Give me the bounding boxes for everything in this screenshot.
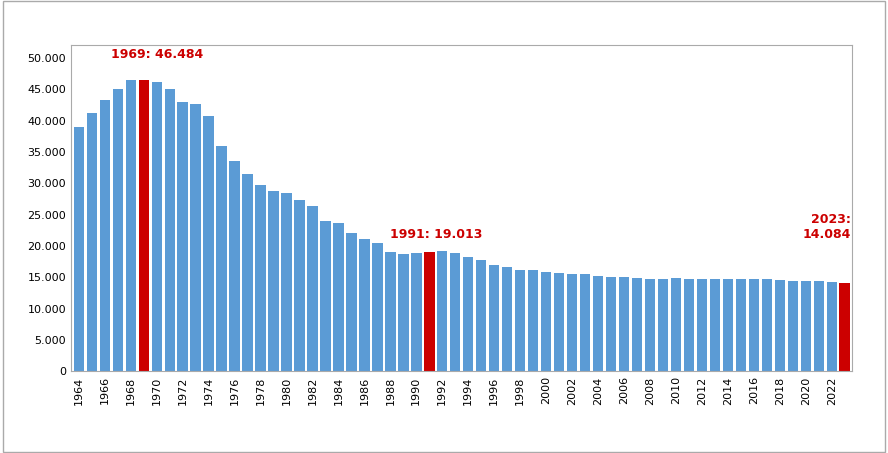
Bar: [294, 200, 305, 371]
Bar: [450, 253, 461, 371]
Bar: [125, 81, 136, 371]
Bar: [242, 174, 253, 371]
Bar: [593, 276, 603, 371]
Bar: [360, 239, 369, 371]
Bar: [645, 279, 655, 371]
Bar: [424, 252, 434, 371]
Bar: [256, 184, 266, 371]
Bar: [528, 270, 538, 371]
Bar: [139, 80, 149, 371]
Bar: [710, 279, 720, 371]
Bar: [489, 265, 499, 371]
Bar: [217, 146, 226, 371]
Bar: [619, 277, 630, 371]
Bar: [321, 221, 330, 371]
Bar: [749, 279, 759, 371]
Bar: [567, 274, 577, 371]
Bar: [658, 279, 668, 371]
Bar: [580, 274, 591, 371]
Bar: [268, 192, 279, 371]
Bar: [333, 223, 344, 371]
Bar: [827, 282, 836, 371]
Bar: [437, 251, 448, 371]
Bar: [735, 279, 746, 371]
Bar: [839, 283, 850, 371]
Bar: [670, 278, 681, 371]
Bar: [697, 279, 707, 371]
Bar: [411, 253, 422, 371]
Bar: [74, 127, 84, 371]
Bar: [203, 116, 214, 371]
Bar: [385, 252, 395, 371]
Bar: [502, 267, 512, 371]
Text: 1991: 19.013: 1991: 19.013: [391, 228, 483, 241]
Text: 1969: 46.484: 1969: 46.484: [111, 48, 203, 61]
Bar: [541, 272, 551, 371]
Bar: [229, 161, 240, 371]
Bar: [190, 104, 201, 371]
Bar: [788, 280, 798, 371]
Bar: [723, 279, 733, 371]
Bar: [515, 270, 526, 371]
Bar: [178, 102, 188, 371]
Bar: [762, 279, 772, 371]
Bar: [631, 278, 642, 371]
Text: 2023:
14.084: 2023: 14.084: [803, 213, 852, 241]
Bar: [476, 260, 487, 371]
Bar: [813, 281, 824, 371]
Bar: [774, 280, 785, 371]
Bar: [164, 89, 175, 371]
Bar: [152, 82, 162, 371]
Bar: [801, 280, 811, 371]
Bar: [346, 233, 357, 371]
Bar: [87, 113, 97, 371]
Bar: [307, 207, 318, 371]
Bar: [281, 193, 292, 371]
Bar: [372, 243, 383, 371]
Bar: [99, 100, 110, 371]
Bar: [606, 277, 616, 371]
Bar: [463, 257, 473, 371]
Bar: [554, 273, 564, 371]
Bar: [684, 279, 694, 371]
Bar: [113, 89, 123, 371]
Bar: [398, 254, 408, 371]
